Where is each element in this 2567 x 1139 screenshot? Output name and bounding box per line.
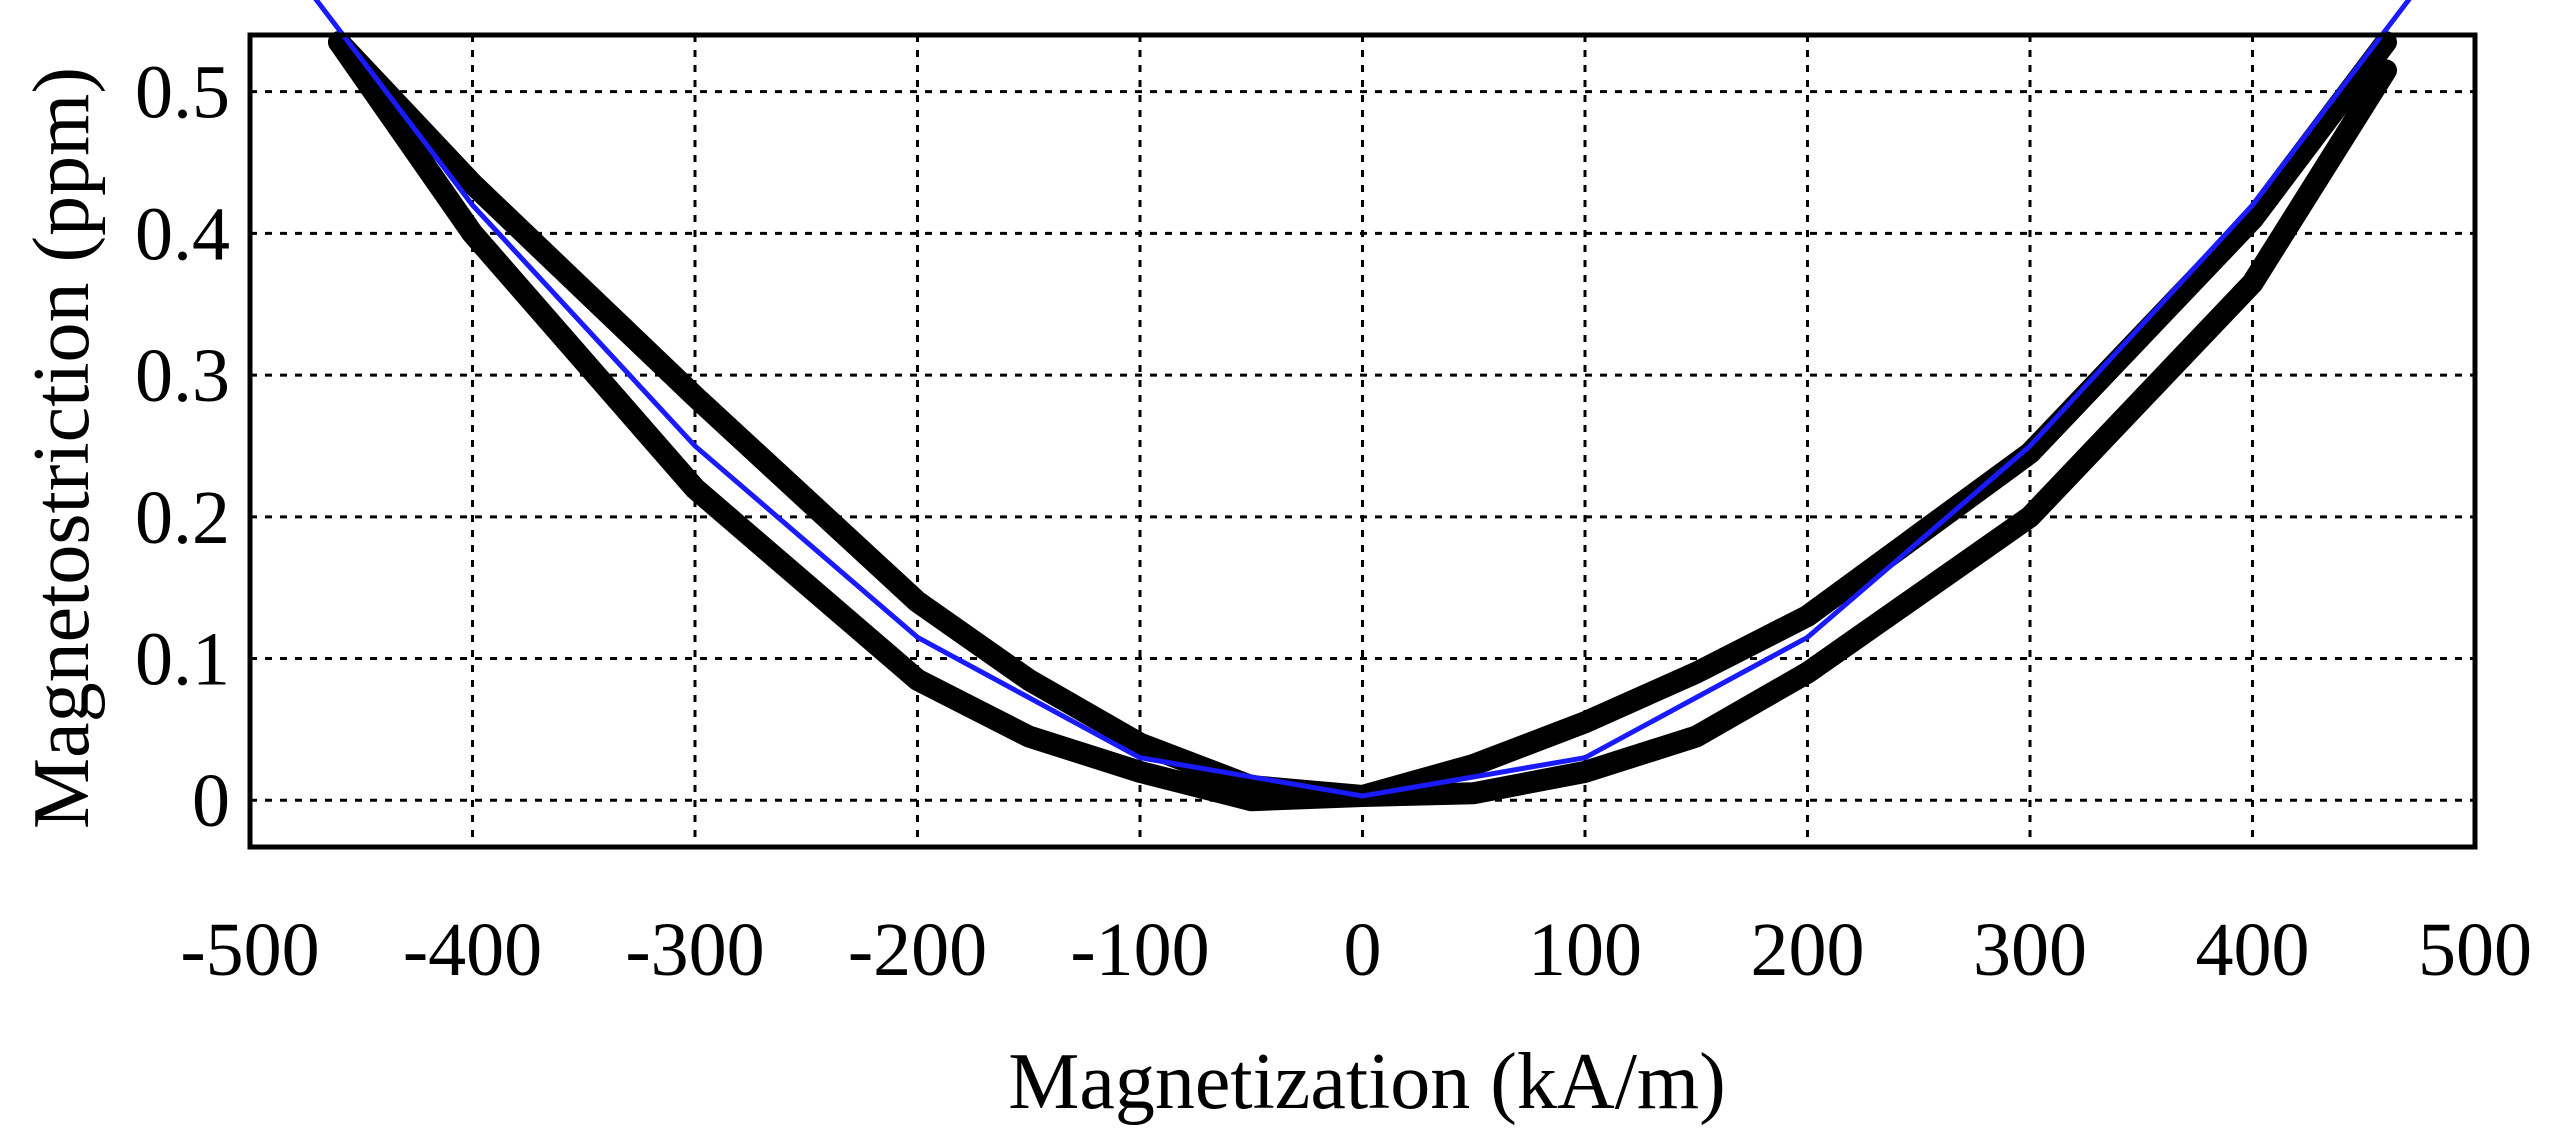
y-tick-label: 0.2 [135, 476, 230, 560]
x-tick-label: -400 [403, 908, 542, 992]
x-tick-labels: -500 -400 -300 -200 -100 0 100 200 300 400 500 [180, 908, 2532, 992]
x-tick-label: -200 [848, 908, 987, 992]
x-tick-label: -500 [180, 908, 319, 992]
x-tick-label: 0 [1344, 908, 1382, 992]
x-tick-label: 500 [2418, 908, 2532, 992]
y-tick-label: 0 [192, 759, 230, 843]
x-tick-label: 100 [1528, 908, 1642, 992]
y-tick-labels: 0 0.1 0.2 0.3 0.4 0.5 [135, 51, 230, 844]
x-tick-label: 300 [1973, 908, 2087, 992]
y-tick-label: 0.5 [135, 51, 230, 135]
fitted-curve-series [313, 0, 2412, 799]
grid [250, 35, 2475, 847]
x-tick-label: 400 [2196, 908, 2310, 992]
plot-frame [247, 32, 2478, 850]
series-layer [313, 0, 2412, 812]
x-axis-title: Magnetization (kA/m) [1008, 1038, 1726, 1126]
y-tick-label: 0.4 [135, 192, 230, 276]
x-tick-label: -300 [625, 908, 764, 992]
x-tick-label: 200 [1751, 908, 1865, 992]
y-tick-label: 0.1 [135, 618, 230, 702]
y-tick-label: 0.3 [135, 334, 230, 418]
y-axis-title: Magnetostriction (ppm) [18, 67, 106, 829]
x-tick-label: -100 [1070, 908, 1209, 992]
